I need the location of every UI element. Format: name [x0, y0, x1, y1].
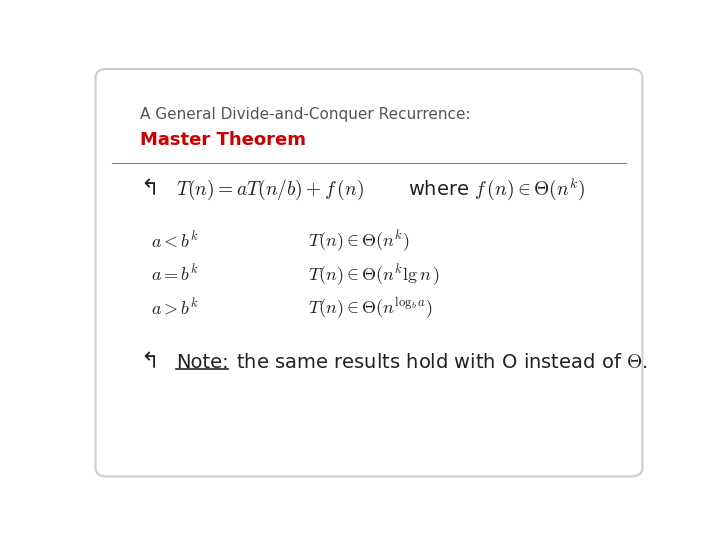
Text: $a = b^k$: $a = b^k$: [151, 264, 199, 285]
Text: ↰: ↰: [140, 352, 159, 372]
Text: $a < b^k$: $a < b^k$: [151, 231, 199, 252]
Text: the same results hold with O instead of $\Theta$.: the same results hold with O instead of …: [230, 353, 647, 372]
Text: $T(n) = aT(n/b) + f\,(n)$: $T(n) = aT(n/b) + f\,(n)$: [176, 178, 364, 201]
Text: ↰: ↰: [140, 179, 159, 200]
Text: $T(n) \in \Theta(n^k)$: $T(n) \in \Theta(n^k)$: [307, 228, 410, 254]
Text: $a > b^k$: $a > b^k$: [151, 298, 199, 319]
Text: Note:: Note:: [176, 353, 229, 372]
Text: where $f\,(n) \in \Theta(n^k)$: where $f\,(n) \in \Theta(n^k)$: [408, 177, 585, 202]
Text: Master Theorem: Master Theorem: [140, 131, 306, 149]
FancyBboxPatch shape: [96, 69, 642, 476]
Text: A General Divide-and-Conquer Recurrence:: A General Divide-and-Conquer Recurrence:: [140, 107, 471, 122]
Text: $T(n) \in \Theta(n^{\log_b a})$: $T(n) \in \Theta(n^{\log_b a})$: [307, 296, 433, 320]
Text: $T(n) \in \Theta(n^k \lg n\,)$: $T(n) \in \Theta(n^k \lg n\,)$: [307, 262, 439, 288]
